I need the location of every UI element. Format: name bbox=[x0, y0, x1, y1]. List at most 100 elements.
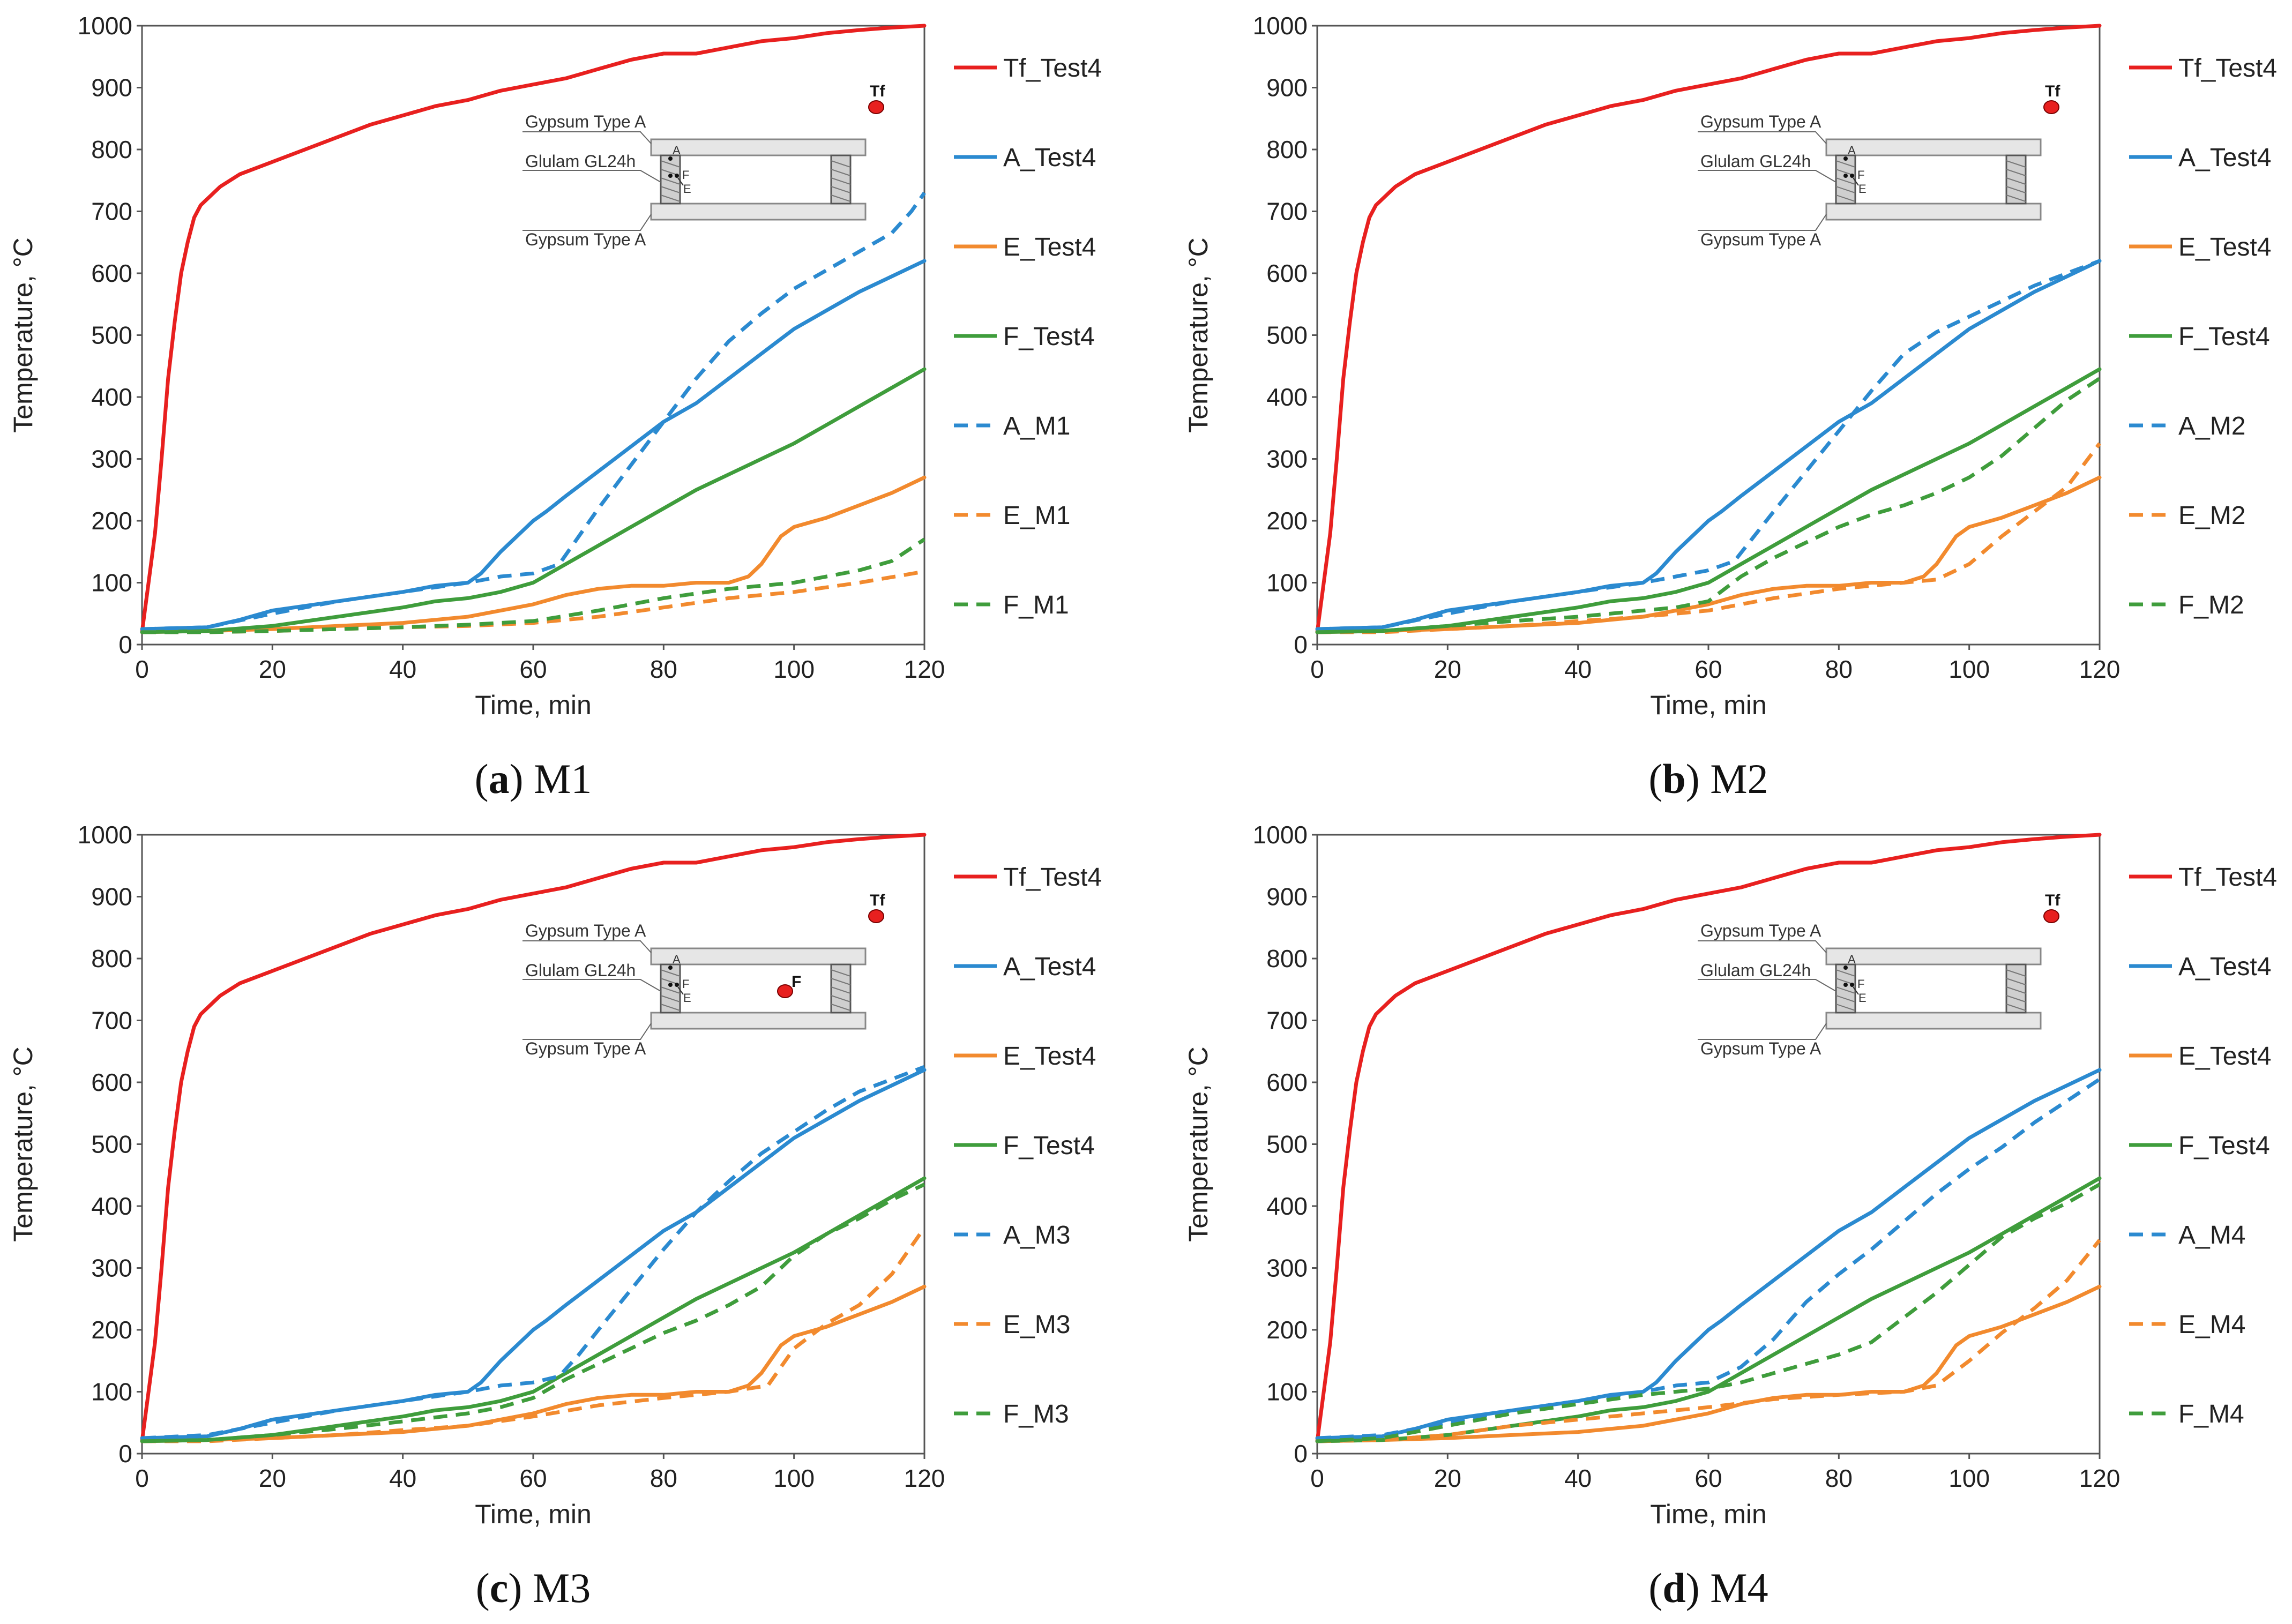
y-tick-label: 800 bbox=[1266, 945, 1308, 972]
series-line-e-test4 bbox=[140, 475, 927, 634]
stud-hatch bbox=[2006, 986, 2026, 994]
series-line-e-m2 bbox=[1317, 442, 2101, 634]
bottom-gypsum-board bbox=[650, 1012, 867, 1030]
y-tick-label: 1000 bbox=[78, 821, 132, 849]
y-tick-label: 500 bbox=[1266, 321, 1308, 349]
legend-label: F_M3 bbox=[1003, 1400, 1069, 1428]
panel-caption: (d) M4 bbox=[1648, 1565, 1768, 1611]
y-tick-label: 300 bbox=[1266, 1254, 1308, 1282]
series-line-e-m4 bbox=[1317, 1239, 2101, 1443]
y-tick-label: 200 bbox=[91, 1316, 132, 1344]
caption-name: M4 bbox=[1710, 1565, 1768, 1611]
legend-label: E_M3 bbox=[1003, 1311, 1070, 1339]
legend-label: A_Test4 bbox=[1003, 144, 1096, 172]
point-f-label: F bbox=[1857, 168, 1864, 182]
x-tick-label: 40 bbox=[1564, 1464, 1592, 1492]
bottom-gypsum-board bbox=[1825, 203, 2042, 221]
y-tick-label: 1000 bbox=[1253, 12, 1308, 40]
y-tick-label: 200 bbox=[91, 507, 132, 535]
gypsum-top-label: Gypsum Type A bbox=[525, 112, 646, 131]
x-tick-label: 120 bbox=[904, 655, 945, 683]
gypsum-top-leader bbox=[522, 131, 652, 144]
y-tick-label: 900 bbox=[91, 883, 132, 911]
y-tick-label: 700 bbox=[91, 198, 132, 226]
stud-hatch bbox=[2006, 160, 2026, 168]
y-tick-label: 300 bbox=[91, 445, 132, 473]
series-line-f-test4 bbox=[140, 367, 927, 634]
gypsum-bottom-leader bbox=[1698, 214, 1827, 231]
x-axis-label: Time, min bbox=[475, 1499, 592, 1529]
series-line-e-m3 bbox=[142, 1226, 926, 1443]
point-e-label: E bbox=[1858, 991, 1867, 1005]
panel-caption: (b) M2 bbox=[1648, 755, 1768, 802]
y-tick-label: 100 bbox=[91, 569, 132, 597]
legend-label: A_Test4 bbox=[1003, 953, 1096, 981]
stud-hatch bbox=[660, 160, 681, 168]
x-axis-label: Time, min bbox=[1650, 690, 1767, 720]
point-e-label: E bbox=[1858, 182, 1867, 196]
y-tick-label: 800 bbox=[91, 136, 132, 163]
legend-label: F_Test4 bbox=[2178, 1132, 2270, 1160]
y-tick-label: 700 bbox=[1266, 1007, 1308, 1035]
y-axis-label: Temperature, °C bbox=[8, 1046, 38, 1242]
stud-hatch bbox=[831, 169, 851, 176]
x-tick-label: 20 bbox=[259, 655, 286, 683]
glulam-label: Glulam GL24h bbox=[1700, 961, 1811, 980]
point-a-dot bbox=[668, 966, 673, 970]
stud-hatch bbox=[831, 995, 851, 1002]
legend-label: E_Test4 bbox=[1003, 1042, 1096, 1071]
y-tick-label: 0 bbox=[118, 1440, 132, 1468]
point-f-dot bbox=[1850, 174, 1854, 178]
legend-label: Tf_Test4 bbox=[2178, 54, 2277, 83]
stud-hatch bbox=[831, 177, 851, 185]
x-tick-label: 80 bbox=[650, 655, 677, 683]
caption-name: M2 bbox=[1710, 755, 1768, 802]
series-line-tf-test4 bbox=[1315, 833, 2102, 1443]
legend-label: A_M4 bbox=[2178, 1221, 2245, 1249]
gypsum-bottom-leader bbox=[522, 214, 652, 231]
x-axis-label: Time, min bbox=[475, 690, 592, 720]
gypsum-top-leader bbox=[1698, 131, 1827, 144]
y-tick-label: 100 bbox=[1266, 569, 1308, 597]
x-tick-label: 60 bbox=[1694, 1464, 1722, 1492]
y-tick-label: 600 bbox=[91, 1068, 132, 1096]
y-tick-label: 500 bbox=[91, 1131, 132, 1158]
point-e-label: E bbox=[683, 182, 691, 196]
chart-panel-a: 0 100 200 300 400 500 600 700 800 900 1000 0 20 40 60 8… bbox=[8, 12, 1102, 802]
y-tick-label: 400 bbox=[1266, 1192, 1308, 1220]
tf-marker bbox=[868, 909, 884, 923]
gypsum-top-leader bbox=[1698, 940, 1827, 953]
y-tick-label: 100 bbox=[91, 1378, 132, 1406]
x-tick-label: 60 bbox=[1694, 655, 1722, 683]
legend-label: E_M1 bbox=[1003, 502, 1070, 530]
x-tick-label: 80 bbox=[1825, 1464, 1853, 1492]
tf-marker-label: Tf bbox=[2045, 83, 2060, 100]
plot-area bbox=[141, 834, 925, 1455]
legend-label: F_Test4 bbox=[2178, 323, 2270, 351]
stud-hatch bbox=[660, 186, 681, 193]
gypsum-bottom-leader bbox=[1698, 1023, 1827, 1040]
legend-label: E_Test4 bbox=[2178, 233, 2271, 261]
point-f-label: F bbox=[682, 977, 689, 991]
point-f-dot bbox=[668, 174, 673, 178]
stud-hatch bbox=[831, 978, 851, 985]
series-line-a-m3 bbox=[141, 1065, 925, 1440]
top-gypsum-board bbox=[650, 947, 867, 966]
point-a-label: A bbox=[1848, 953, 1856, 966]
y-tick-label: 400 bbox=[91, 383, 132, 411]
stud-hatch bbox=[2006, 169, 2026, 176]
series-line-f-m3 bbox=[141, 1183, 925, 1443]
y-tick-label: 600 bbox=[91, 259, 132, 287]
x-tick-label: 20 bbox=[1434, 655, 1461, 683]
stud-hatch bbox=[660, 995, 681, 1002]
stud-hatch bbox=[1835, 986, 1856, 994]
stud-hatch bbox=[2006, 194, 2026, 202]
x-tick-label: 0 bbox=[1310, 1464, 1324, 1492]
caption-paren-close: ) bbox=[510, 755, 534, 802]
x-tick-label: 100 bbox=[773, 1464, 815, 1492]
legend-label: A_Test4 bbox=[2178, 953, 2271, 981]
y-tick-label: 600 bbox=[1266, 1068, 1308, 1096]
y-tick-label: 0 bbox=[1294, 631, 1308, 658]
